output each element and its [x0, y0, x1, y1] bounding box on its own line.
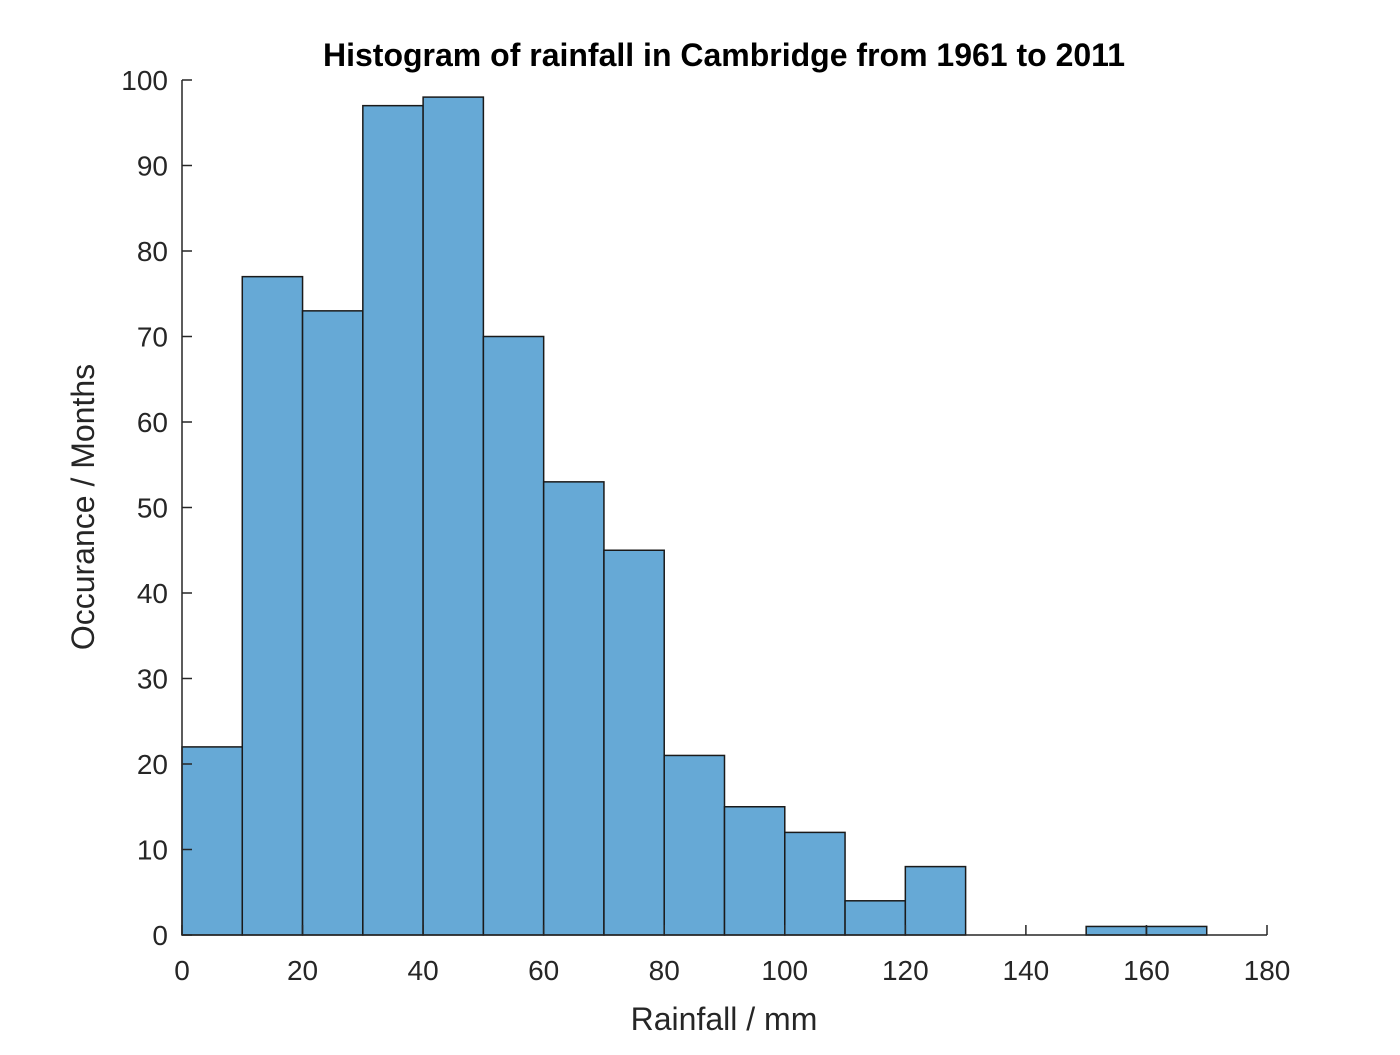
- y-tick-label: 50: [137, 493, 168, 524]
- histogram-bar: [663, 754, 726, 936]
- histogram-bar: [844, 900, 907, 936]
- y-tick-label: 30: [137, 664, 168, 695]
- x-tick-label: 20: [287, 955, 318, 986]
- y-tick-label: 0: [152, 920, 168, 951]
- x-tick-label: 180: [1244, 955, 1291, 986]
- y-axis-label: Occurance / Months: [65, 364, 101, 650]
- y-tick-label: 20: [137, 749, 168, 780]
- x-ticks-layer: 0 20 40 60 80 100 120 140 160 180: [174, 925, 1290, 986]
- histogram-bar: [241, 275, 304, 936]
- histogram-bar: [301, 310, 364, 936]
- x-tick-label: 0: [174, 955, 190, 986]
- histogram-bar: [422, 96, 485, 936]
- x-tick-label: 120: [882, 955, 929, 986]
- x-tick-label: 160: [1123, 955, 1170, 986]
- histogram-bar: [362, 104, 424, 936]
- y-tick-label: 60: [137, 407, 168, 438]
- x-tick-label: 80: [649, 955, 680, 986]
- histogram-bar: [542, 481, 605, 936]
- y-tick-label: 40: [137, 578, 168, 609]
- x-tick-label: 60: [528, 955, 559, 986]
- histogram-bar: [482, 335, 545, 936]
- y-ticks-layer: 0 10 20 30 40 50 60 70 80 90 100: [121, 65, 192, 951]
- chart-title: Histogram of rainfall in Cambridge from …: [323, 37, 1125, 73]
- x-tick-label: 40: [408, 955, 439, 986]
- histogram-bar: [1085, 925, 1148, 936]
- histogram-bar: [1145, 925, 1208, 936]
- x-tick-label: 140: [1003, 955, 1050, 986]
- y-tick-label: 100: [121, 65, 168, 96]
- histogram-bar: [181, 746, 244, 936]
- y-tick-label: 80: [137, 236, 168, 267]
- histogram-bar: [723, 806, 786, 936]
- y-tick-label: 10: [137, 835, 168, 866]
- histogram-bar: [603, 549, 665, 936]
- x-axis-label: Rainfall / mm: [631, 1001, 818, 1037]
- histogram-bar: [904, 865, 967, 936]
- y-tick-label: 70: [137, 322, 168, 353]
- x-tick-label: 100: [761, 955, 808, 986]
- histogram-bar: [784, 831, 846, 936]
- bars-layer: [181, 96, 1208, 936]
- y-tick-label: 90: [137, 151, 168, 182]
